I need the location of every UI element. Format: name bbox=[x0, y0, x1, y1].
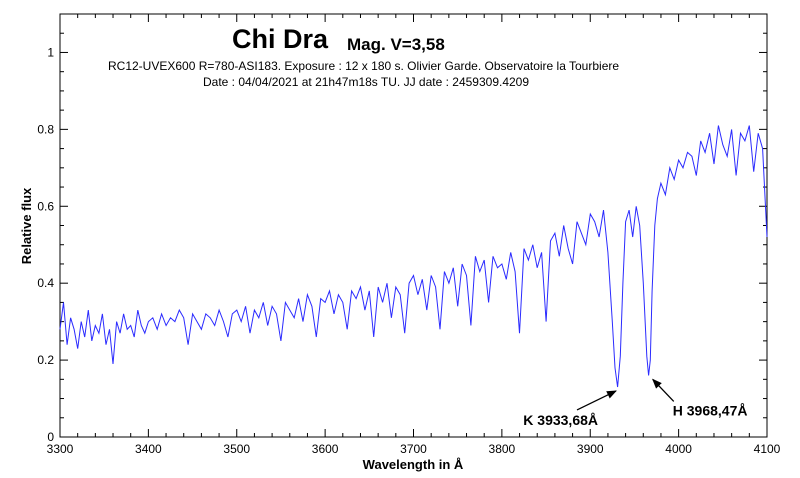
annotations: K 3933,68Å H 3968,47Å bbox=[523, 378, 748, 428]
chart-title: Chi Dra bbox=[232, 24, 329, 54]
x-tick-label: 3800 bbox=[489, 442, 516, 456]
x-tick-label: 4000 bbox=[665, 442, 692, 456]
y-tick-label: 0.6 bbox=[37, 199, 54, 213]
info-line-2: Date : 04/04/2021 at 21h47m18s TU. JJ da… bbox=[203, 75, 529, 89]
k-line-label: K 3933,68Å bbox=[523, 412, 598, 428]
spectrum-line bbox=[59, 125, 768, 388]
h-line-label: H 3968,47Å bbox=[673, 402, 748, 418]
x-tick-label: 3300 bbox=[47, 442, 74, 456]
k-line-arrow bbox=[576, 390, 617, 411]
ticks: 3300 3400 3500 3600 3700 3800 3900 4000 4100 0 0.2… bbox=[37, 14, 781, 456]
chart-subtitle: Mag. V=3,58 bbox=[347, 35, 445, 54]
y-axis-label: Relative flux bbox=[19, 187, 34, 264]
h-line-arrow bbox=[652, 378, 675, 402]
x-tick-label: 3400 bbox=[135, 442, 162, 456]
y-tick-label: 0.4 bbox=[37, 276, 54, 290]
y-tick-label: 0.2 bbox=[37, 353, 54, 367]
x-tick-label: 4100 bbox=[754, 442, 781, 456]
x-tick-label: 3900 bbox=[577, 442, 604, 456]
info-line-1: RC12-UVEX600 R=780-ASI183. Exposure : 12… bbox=[108, 59, 619, 73]
y-tick-label: 0 bbox=[47, 430, 54, 444]
x-axis-label: Wavelength in Å bbox=[363, 457, 464, 472]
x-tick-label: 3700 bbox=[400, 442, 427, 456]
x-tick-label: 3500 bbox=[223, 442, 250, 456]
x-tick-label: 3600 bbox=[312, 442, 339, 456]
y-tick-label: 0.8 bbox=[37, 122, 54, 136]
y-tick-label: 1 bbox=[47, 45, 54, 59]
